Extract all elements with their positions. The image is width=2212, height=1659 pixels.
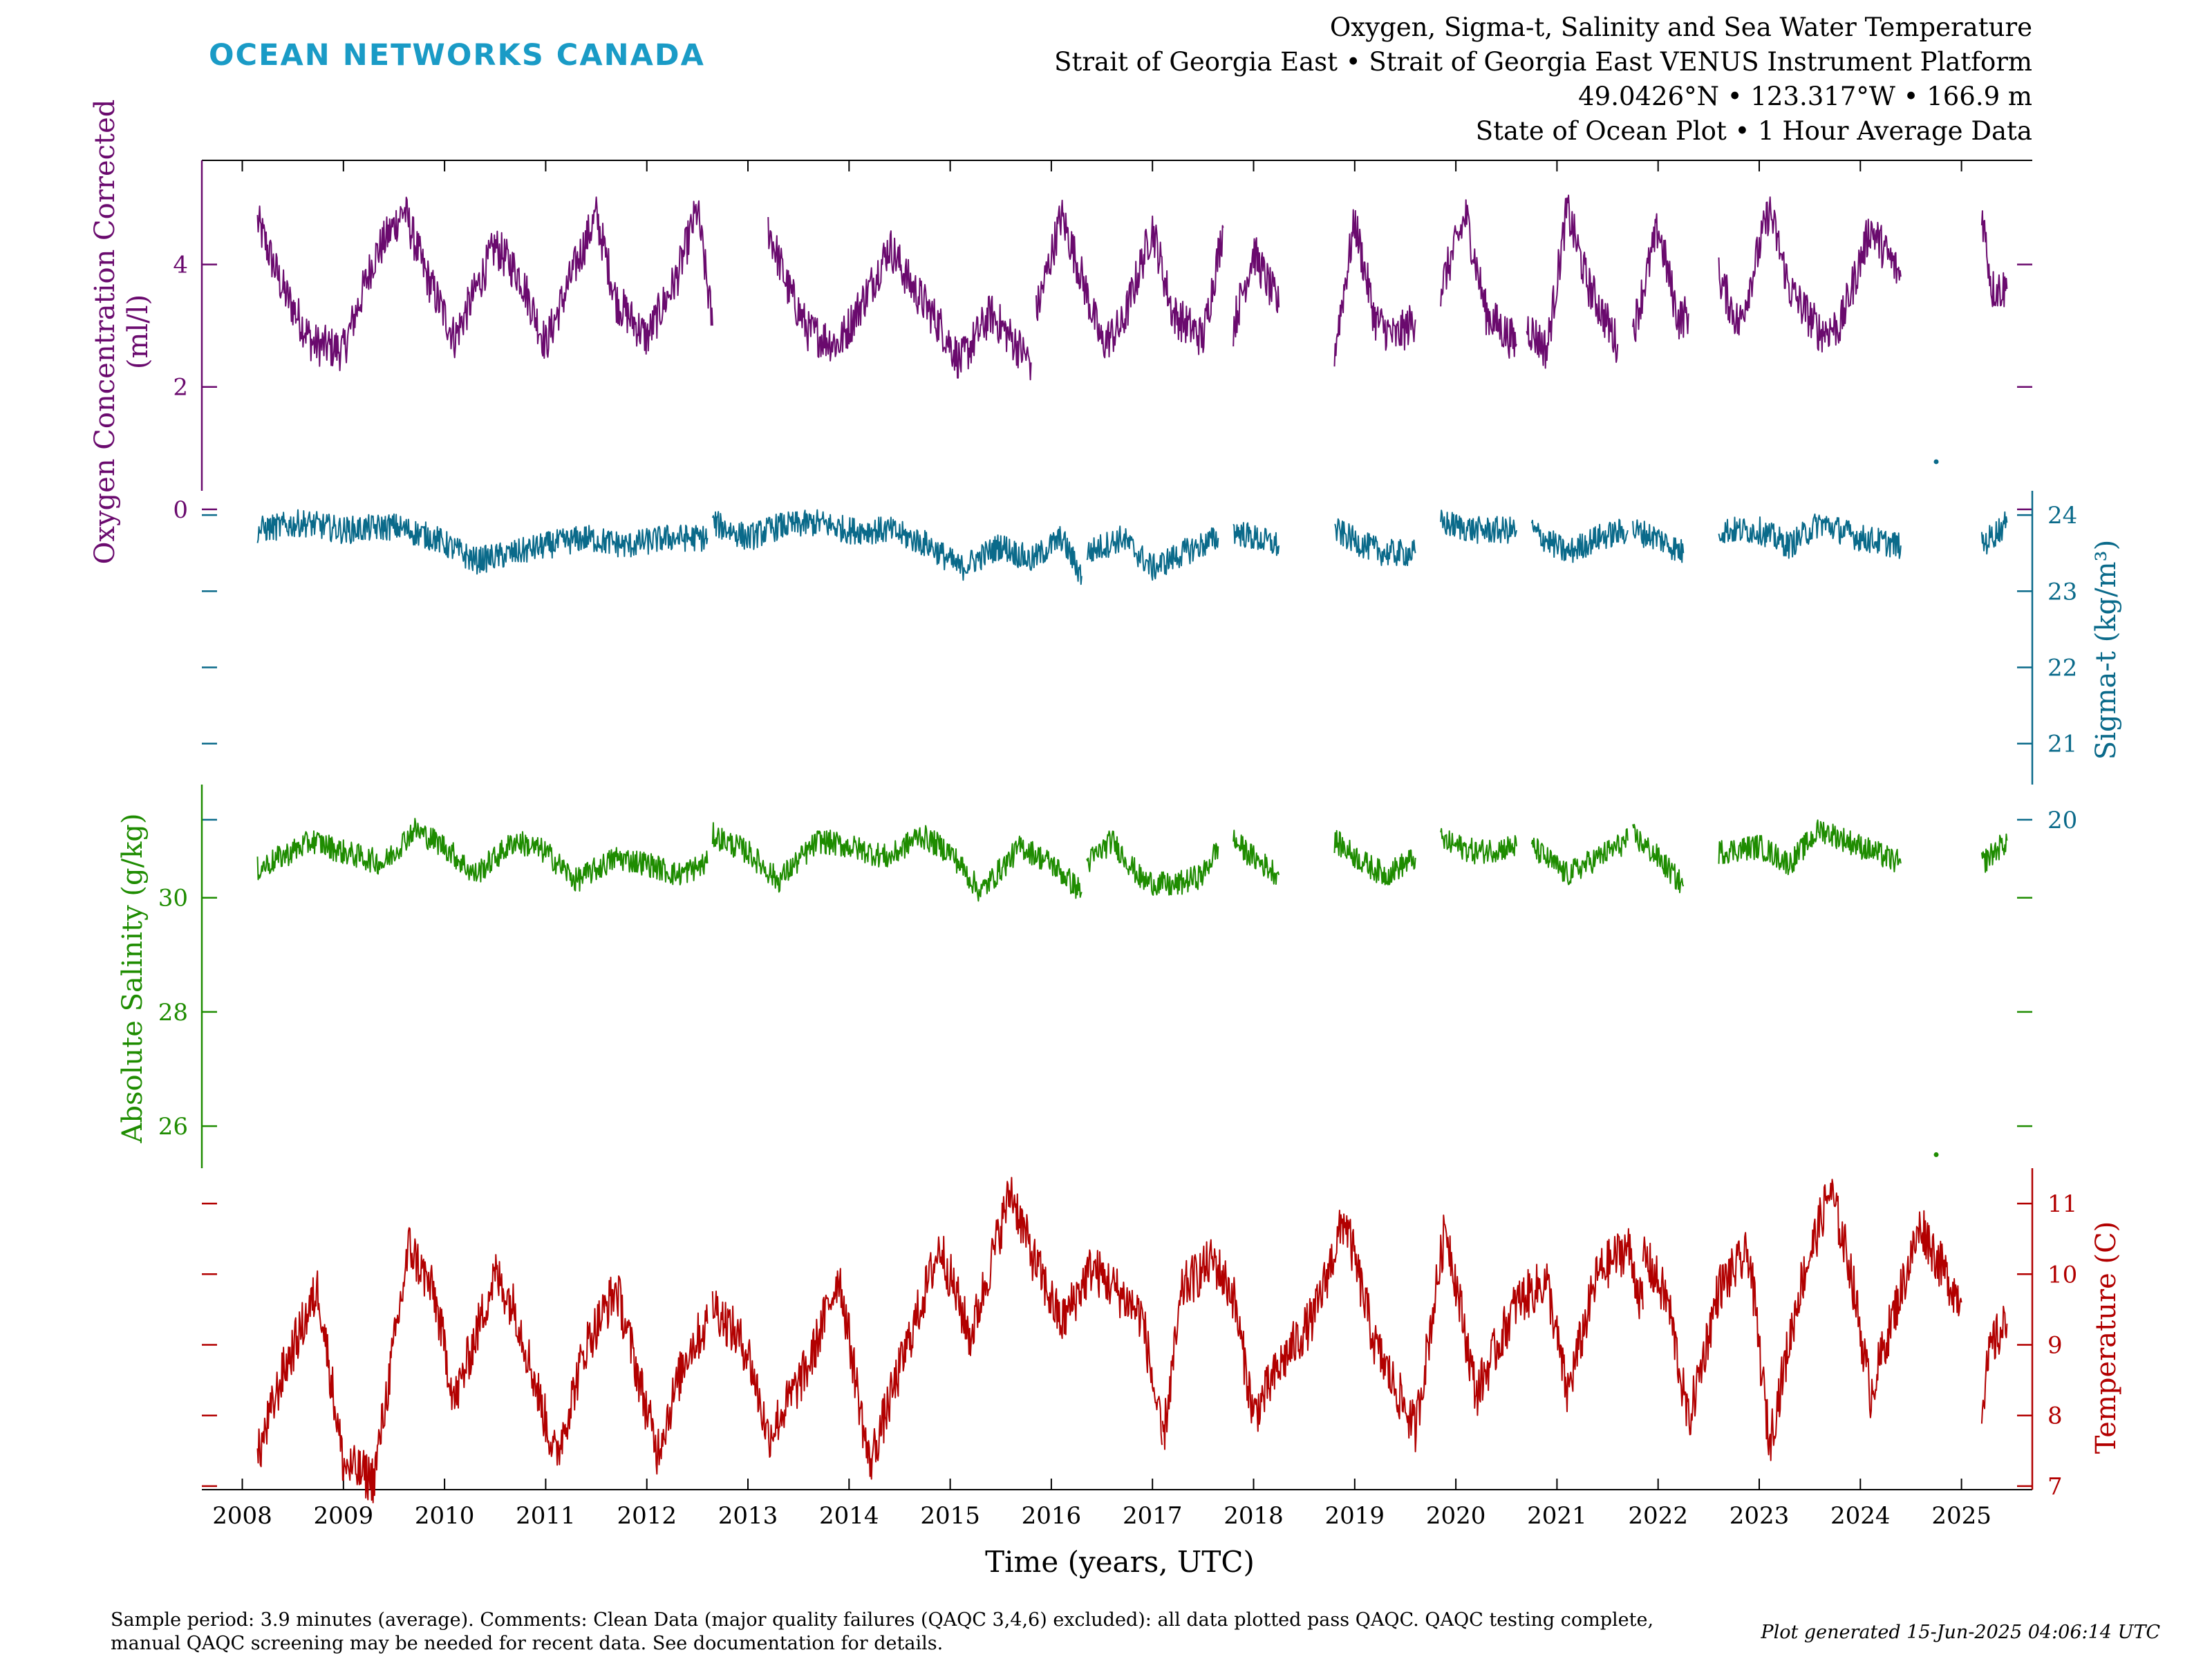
x-tick-label: 2018	[1224, 1502, 1284, 1530]
x-tick-label: 2023	[1730, 1502, 1790, 1530]
x-tick-label: 2009	[314, 1502, 374, 1530]
y-tick-label: 20	[2047, 807, 2077, 834]
y-tick-label: 9	[2047, 1331, 2063, 1359]
footer-comment-line1: Sample period: 3.9 minutes (average). Co…	[111, 1609, 1653, 1631]
series-line	[1530, 828, 1629, 885]
x-tick-label: 2017	[1123, 1502, 1183, 1530]
series-line	[711, 509, 1082, 585]
series-line	[1440, 827, 1517, 865]
series-line	[767, 216, 1032, 381]
x-tick-label: 2011	[516, 1502, 576, 1530]
y-axis-label: Temperature (C)	[2090, 1221, 2122, 1454]
chart-subtitle-location: Strait of Georgia East • Strait of Georg…	[1054, 47, 2032, 77]
chart-footer: Sample period: 3.9 minutes (average). Co…	[111, 1609, 2160, 1654]
y-tick-label: 11	[2047, 1190, 2077, 1218]
x-tick-label: 2021	[1527, 1502, 1587, 1530]
series-line	[1530, 518, 1629, 563]
series-line	[1232, 237, 1280, 347]
series-line	[1232, 830, 1280, 885]
series-line	[256, 818, 709, 892]
x-tick-label: 2020	[1426, 1502, 1486, 1530]
series-group: 20 21 22 23 24 Sigma-t (kg/m³)	[202, 459, 2122, 834]
series-line	[1642, 1179, 1962, 1461]
y-tick-label: 2	[173, 374, 188, 402]
series-line	[256, 509, 709, 575]
series-line	[1440, 509, 1517, 544]
series-line	[1632, 213, 1689, 342]
x-tick-label: 2010	[415, 1502, 475, 1530]
series-line	[1980, 511, 2008, 555]
x-tick-label: 2015	[920, 1502, 980, 1530]
y-axis-label-line2: (ml/l)	[122, 294, 154, 369]
series-line	[1086, 525, 1219, 581]
series-line	[1718, 513, 1902, 559]
y-tick-label: 26	[158, 1113, 188, 1141]
series-point	[1933, 1152, 1939, 1157]
chart-title: Oxygen, Sigma-t, Salinity and Sea Water …	[1330, 12, 2032, 42]
series-line	[1161, 1210, 1644, 1452]
y-tick-label: 22	[2047, 655, 2077, 682]
series-line	[256, 1227, 709, 1503]
series-line	[1632, 823, 1685, 894]
x-tick-label: 2022	[1628, 1502, 1688, 1530]
y-tick-label: 23	[2047, 578, 2077, 606]
y-tick-label: 30	[158, 885, 188, 912]
y-tick-label: 4	[173, 252, 188, 279]
x-tick-label: 2014	[819, 1502, 879, 1530]
series-line	[1334, 518, 1416, 566]
series-group: 7 8 9 10 11 Temperature (C)	[202, 1168, 2122, 1503]
x-tick-label: 2019	[1325, 1502, 1385, 1530]
y-tick-label: 10	[2047, 1261, 2077, 1288]
plot-area: 2008 2009 2010 2011 2012 2013 2014 2015 2016 2017…	[89, 100, 2122, 1530]
series-line	[1526, 194, 1619, 369]
series-line	[711, 1177, 1163, 1480]
y-axis-label: Oxygen Concentration Corrected(ml/l)	[89, 100, 154, 565]
y-tick-label: 7	[2047, 1473, 2063, 1501]
chart-subtitle-plot-type: State of Ocean Plot • 1 Hour Average Dat…	[1476, 116, 2032, 146]
y-tick-label: 24	[2047, 502, 2077, 529]
x-tick-label: 2024	[1830, 1502, 1891, 1530]
y-axis-label: Sigma-t (kg/m³)	[2090, 540, 2122, 760]
y-axis-label-line1: Oxygen Concentration Corrected	[89, 100, 121, 565]
x-axis-label: Time (years, UTC)	[985, 1545, 1255, 1579]
series-line	[1718, 819, 1902, 876]
series-line	[1232, 522, 1280, 556]
series-line	[1035, 199, 1224, 359]
footer-generated-timestamp: Plot generated 15-Jun-2025 04:06:14 UTC	[1760, 1622, 2160, 1643]
chart-header: Oxygen, Sigma-t, Salinity and Sea Water …	[1054, 12, 2032, 146]
y-tick-label: 0	[173, 496, 188, 524]
series-line	[1333, 830, 1416, 885]
series-group: 26 28 30 Absolute Salinity (g/kg)	[117, 785, 2032, 1168]
x-tick-label: 2025	[1931, 1502, 1991, 1530]
chart-subtitle-coordinates: 49.0426°N • 123.317°W • 166.9 m	[1578, 82, 2032, 111]
footer-comment-line2: manual QAQC screening may be needed for …	[111, 1633, 943, 1654]
y-tick-label: 8	[2047, 1403, 2063, 1430]
series-line	[1632, 519, 1685, 563]
series-line	[1980, 1305, 2008, 1424]
y-axis-label: Absolute Salinity (g/kg)	[117, 813, 149, 1143]
series-group: 0 2 4 Oxygen Concentration Corrected(ml/l)	[89, 100, 2032, 565]
x-tick-label: 2016	[1022, 1502, 1082, 1530]
y-tick-label: 21	[2047, 731, 2077, 758]
series-line	[1086, 830, 1219, 896]
x-tick-label: 2008	[212, 1502, 272, 1530]
series-line	[1980, 833, 2008, 873]
x-tick-label: 2013	[718, 1502, 778, 1530]
series-line	[711, 822, 1082, 902]
series-line	[1718, 196, 1902, 353]
series-line	[1440, 199, 1517, 359]
series-line	[1333, 209, 1416, 367]
series-line	[256, 196, 713, 371]
brand-logo-text: OCEAN NETWORKS CANADA	[209, 38, 705, 73]
series-line	[1980, 210, 2008, 308]
series-point	[1933, 459, 1939, 465]
x-tick-label: 2012	[617, 1502, 677, 1530]
y-tick-label: 28	[158, 999, 188, 1027]
